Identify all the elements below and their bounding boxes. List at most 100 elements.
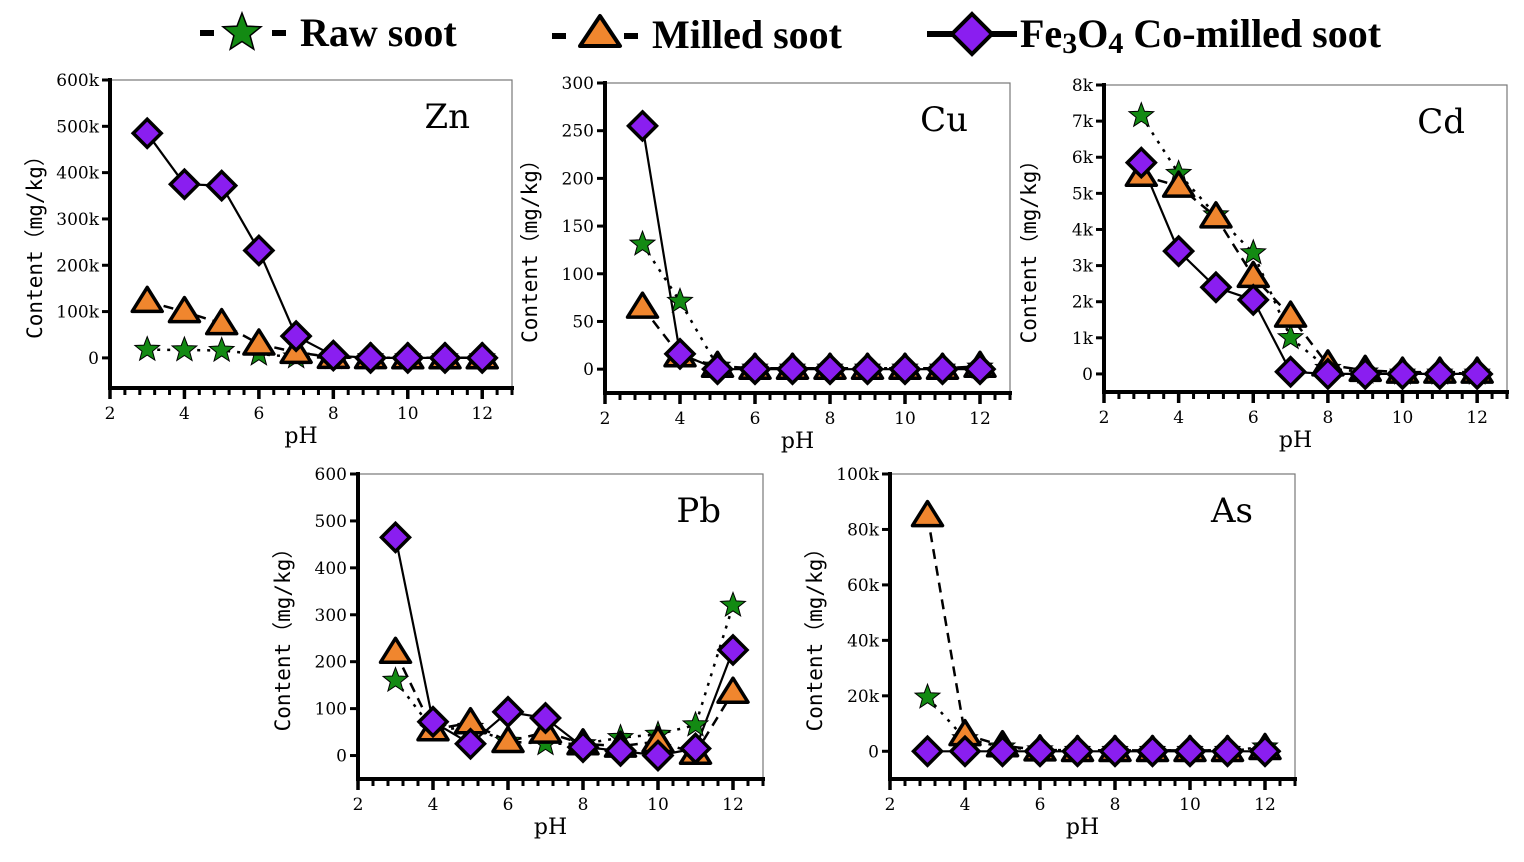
y-tick-label: 0 (868, 742, 879, 762)
series-markers-fe3o4-co-milled-soot (379, 520, 750, 773)
data-point-diamond (626, 109, 659, 143)
x-tick-label: 2 (885, 795, 896, 815)
data-point-triangle (130, 285, 164, 314)
x-tick-label: 6 (1248, 408, 1259, 428)
data-point-star (381, 666, 410, 693)
data-point-diamond (1162, 234, 1196, 268)
y-tick-label: 3k (1072, 257, 1094, 277)
data-point-star (1276, 323, 1305, 350)
triangle-icon (578, 14, 622, 48)
element-label: As (1210, 491, 1253, 531)
data-point-diamond (948, 734, 982, 768)
data-point-diamond (354, 341, 388, 375)
y-tick-label: 500k (56, 117, 99, 137)
data-point-triangle (167, 295, 202, 324)
series-line-raw-soot (1140, 115, 1478, 375)
data-point-diamond (663, 337, 697, 371)
x-tick-label: 10 (1392, 408, 1414, 428)
series-line-milled-soot (394, 651, 735, 755)
data-point-diamond (316, 339, 350, 373)
y-tick-label: 500 (315, 512, 347, 532)
chart-svg-zn: 2 4 6 8 10 12 0 100k 200k 300k 400k 500k 600k pH Conte… (23, 71, 514, 449)
diamond-icon (949, 11, 995, 57)
data-point-diamond (529, 701, 562, 735)
chart-legend: Raw soot Milled soot Fe3O4 Co-milled soo… (200, 10, 1382, 60)
x-tick-label: 12 (1466, 408, 1488, 428)
series-line-fe3o4-co-milled-soot (146, 132, 483, 359)
x-tick-label: 10 (397, 404, 419, 424)
series-line-milled-soot (926, 515, 1266, 752)
y-tick-label: 400 (315, 559, 347, 579)
data-point-star (628, 229, 657, 256)
data-point-diamond (716, 633, 750, 667)
data-point-diamond (130, 116, 164, 150)
y-tick-label: 100k (836, 465, 879, 485)
data-point-diamond (491, 695, 525, 729)
y-tick-label: 300 (315, 606, 347, 626)
y-tick-label: 1k (1072, 329, 1094, 349)
data-point-diamond (1173, 734, 1207, 768)
x-axis-title: pH (284, 424, 317, 449)
x-tick-label: 8 (578, 795, 589, 815)
x-tick-label: 10 (647, 795, 669, 815)
chart-svg-cd: 2 4 6 8 10 12 0 1k 2k 3k 4k 5k 6k 7k 8k pH Content（mg/kg… (1017, 76, 1509, 453)
data-point-diamond (1061, 734, 1094, 768)
y-tick-label: 50 (572, 312, 594, 332)
data-point-triangle (1273, 300, 1308, 328)
data-point-star (133, 335, 161, 362)
chart-panel-zn: 2 4 6 8 10 12 0 100k 200k 300k 400k 500k 600k pH Conte… (0, 70, 520, 460)
series-line-milled-soot (146, 300, 483, 360)
y-tick-label: 250 (562, 122, 594, 142)
y-tick-label: 5k (1072, 184, 1094, 204)
data-point-diamond (963, 352, 997, 386)
legend-label-fe3o4-co-milled-soot: Fe3O4 Co-milled soot (1020, 11, 1382, 60)
data-point-diamond (1124, 146, 1158, 180)
y-tick-label: 100 (315, 700, 347, 720)
x-tick-label: 6 (503, 795, 514, 815)
series-markers-fe3o4-co-milled-soot (1124, 146, 1494, 391)
y-axis-title: Content（mg/kg） (520, 149, 542, 343)
y-tick-label: 80k (847, 520, 880, 540)
element-label: Zn (424, 97, 470, 137)
data-point-triangle (1161, 170, 1196, 198)
series-markers-fe3o4-co-milled-soot (911, 734, 1282, 768)
data-point-diamond (888, 352, 922, 386)
data-point-diamond (1199, 270, 1233, 304)
data-point-star (913, 682, 942, 709)
element-label: Cu (920, 100, 968, 140)
data-point-diamond (416, 705, 450, 739)
legend-label-o: O (1077, 11, 1108, 56)
x-axis-title: pH (781, 429, 814, 454)
x-tick-label: 2 (600, 409, 611, 429)
element-label: Cd (1417, 102, 1465, 142)
y-tick-label: 0 (336, 747, 347, 767)
data-point-diamond (1211, 734, 1244, 768)
x-tick-label: 6 (253, 404, 264, 424)
chart-panel-as: 2 4 6 8 10 12 0 20k 40k 60k 80k 100k pH Content（mg/kg… (790, 460, 1300, 858)
legend-label-milled-soot: Milled soot (652, 12, 843, 57)
data-point-triangle (204, 307, 239, 336)
y-tick-label: 400k (56, 164, 99, 184)
data-point-diamond (1386, 357, 1419, 391)
series-line-milled-soot (1140, 174, 1478, 374)
legend-item-milled-soot: Milled soot (552, 12, 843, 57)
data-point-diamond (1311, 357, 1345, 391)
data-point-diamond (1236, 283, 1270, 317)
legend-item-raw-soot: Raw soot (200, 10, 457, 55)
y-tick-label: 4k (1072, 220, 1094, 240)
y-tick-label: 8k (1072, 76, 1094, 96)
y-tick-label: 600k (56, 71, 99, 91)
series-line-fe3o4-co-milled-soot (394, 537, 735, 757)
series-line-fe3o4-co-milled-soot (641, 125, 980, 371)
data-point-triangle (910, 499, 945, 528)
x-tick-label: 4 (179, 404, 190, 424)
chart-svg-as: 2 4 6 8 10 12 0 20k 40k 60k 80k 100k pH Content（mg/kg… (803, 465, 1297, 840)
data-point-diamond (1274, 355, 1308, 389)
x-tick-label: 10 (894, 409, 916, 429)
data-point-diamond (1348, 357, 1382, 391)
x-tick-label: 2 (1099, 408, 1110, 428)
legend-label-sub-3: 3 (1062, 27, 1077, 60)
y-tick-label: 300k (56, 210, 99, 230)
data-point-diamond (1460, 357, 1494, 391)
x-tick-label: 6 (750, 409, 761, 429)
